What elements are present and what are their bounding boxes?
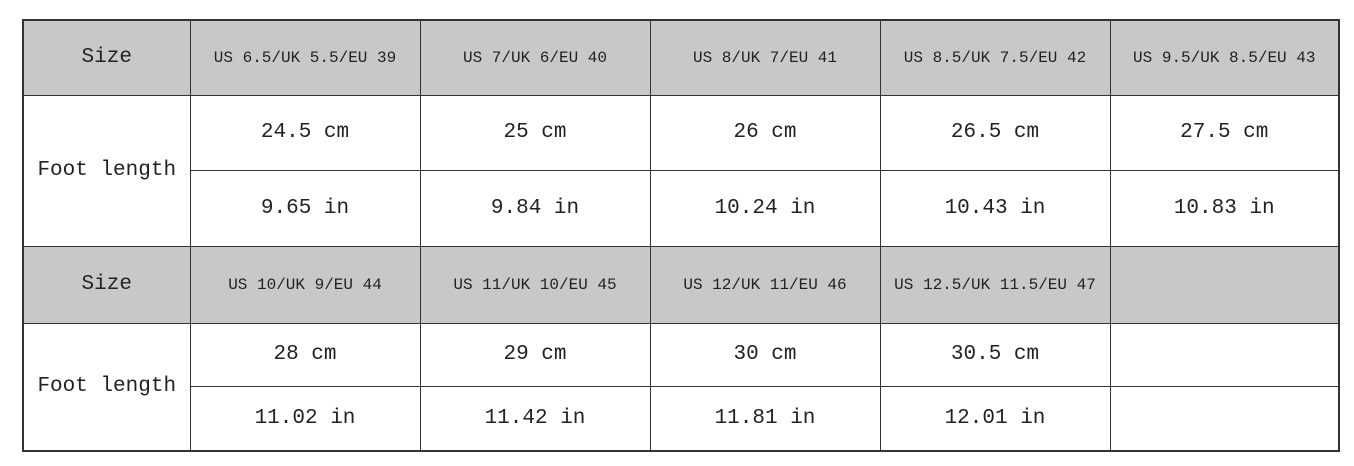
- cm-cell: 27.5 cm: [1109, 94, 1340, 171]
- size-label: Size: [22, 19, 191, 96]
- cm-cell: 28 cm: [189, 322, 421, 387]
- foot-length-label: Foot length: [22, 322, 191, 452]
- inch-cell: 11.02 in: [189, 385, 421, 452]
- inch-cell: 9.84 in: [419, 169, 651, 247]
- inch-cell: 11.81 in: [649, 385, 881, 452]
- size-cell: US 6.5/UK 5.5/EU 39: [189, 19, 421, 96]
- size-cell: [1109, 245, 1340, 324]
- cm-cell: 30 cm: [649, 322, 881, 387]
- size-cell: US 12.5/UK 11.5/EU 47: [879, 245, 1111, 324]
- size-header-row: Size US 6.5/UK 5.5/EU 39 US 7/UK 6/EU 40 US…: [22, 19, 1340, 96]
- inch-cell: 9.65 in: [189, 169, 421, 247]
- foot-length-cm-row: Foot length 24.5 cm 25 cm 26 cm 26.5 cm 27.5 …: [22, 94, 1340, 247]
- size-cell: US 12/UK 11/EU 46: [649, 245, 881, 324]
- foot-length-in-row: 11.02 in 11.42 in 11.81 in 12.01 in: [23, 385, 1340, 452]
- cm-cell: 25 cm: [419, 94, 651, 171]
- cm-cell: 30.5 cm: [879, 322, 1111, 387]
- size-cell: US 8.5/UK 7.5/EU 42: [879, 19, 1111, 96]
- foot-length-in-row: 9.65 in 9.84 in 10.24 in 10.43 in 10.83 in: [23, 169, 1340, 247]
- inch-cell: 12.01 in: [879, 385, 1111, 452]
- cm-cell: [1109, 322, 1340, 387]
- size-cell: US 7/UK 6/EU 40: [419, 19, 651, 96]
- size-label: Size: [22, 245, 191, 324]
- inch-cell: 11.42 in: [419, 385, 651, 452]
- inch-cell: [1109, 385, 1340, 452]
- cm-cell: 24.5 cm: [189, 94, 421, 171]
- cm-cell: 26.5 cm: [879, 94, 1111, 171]
- cm-cell: 29 cm: [419, 322, 651, 387]
- size-cell: US 8/UK 7/EU 41: [649, 19, 881, 96]
- size-cell: US 9.5/UK 8.5/EU 43: [1109, 19, 1340, 96]
- inch-cell: 10.24 in: [649, 169, 881, 247]
- size-cell: US 11/UK 10/EU 45: [419, 245, 651, 324]
- foot-length-cm-row: Foot length 28 cm 29 cm 30 cm 30.5 cm: [22, 322, 1340, 452]
- cm-cell: 26 cm: [649, 94, 881, 171]
- inch-cell: 10.43 in: [879, 169, 1111, 247]
- inch-cell: 10.83 in: [1109, 169, 1340, 247]
- size-header-row: Size US 10/UK 9/EU 44 US 11/UK 10/EU 45 US …: [22, 245, 1340, 324]
- size-cell: US 10/UK 9/EU 44: [189, 245, 421, 324]
- size-chart-table: Size US 6.5/UK 5.5/EU 39 US 7/UK 6/EU 40 US…: [22, 19, 1340, 452]
- foot-length-label: Foot length: [22, 94, 191, 247]
